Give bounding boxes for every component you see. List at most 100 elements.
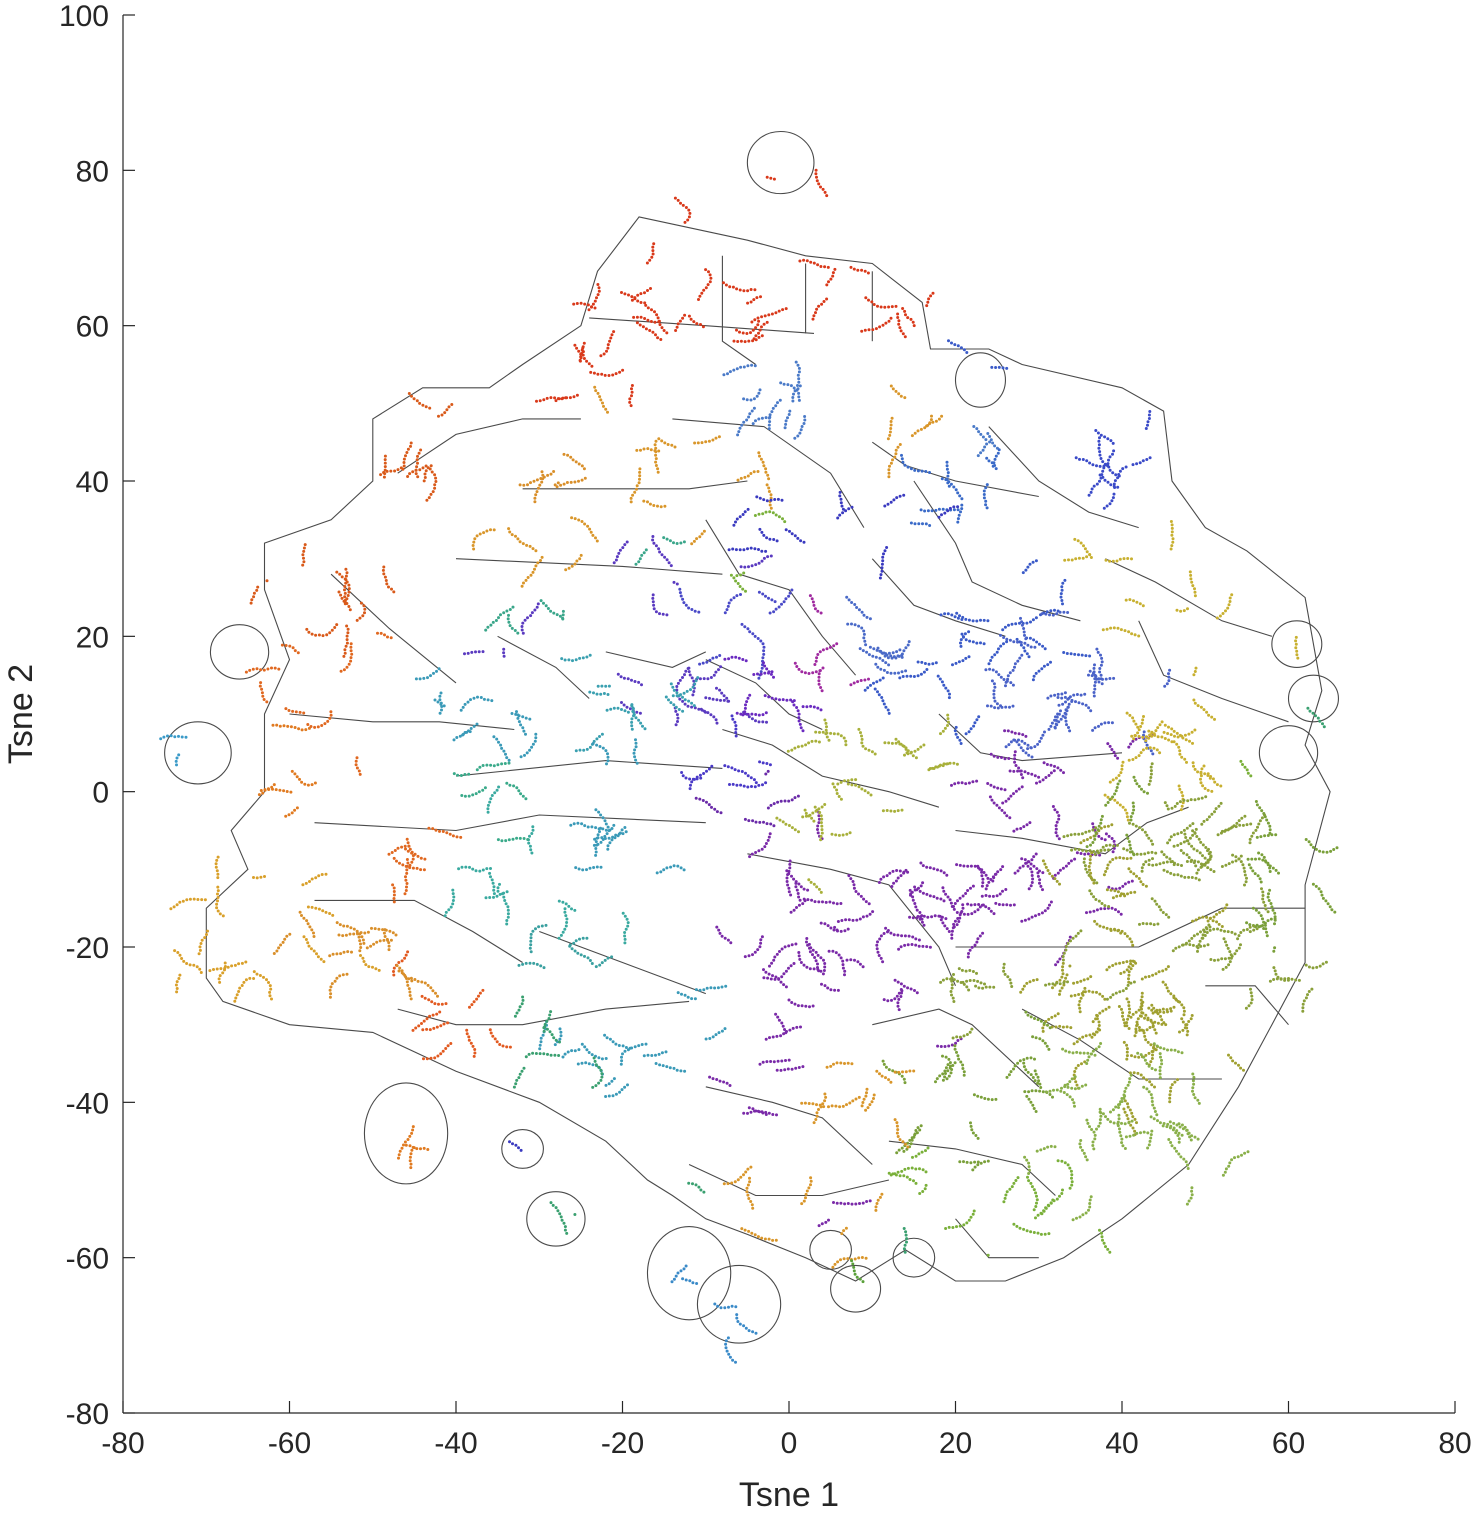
- data-point: [1220, 829, 1224, 833]
- data-point: [1145, 1078, 1149, 1082]
- data-point: [797, 716, 801, 720]
- data-point: [291, 709, 295, 713]
- data-point: [643, 301, 647, 305]
- data-point: [553, 1053, 557, 1057]
- data-point: [729, 573, 733, 577]
- data-point: [635, 321, 639, 325]
- data-point: [901, 332, 905, 336]
- data-point: [474, 792, 478, 796]
- data-point: [880, 569, 884, 573]
- data-point: [1266, 895, 1270, 899]
- data-point: [797, 370, 801, 374]
- data-point: [861, 965, 865, 969]
- data-point: [985, 483, 989, 487]
- data-point: [1154, 1031, 1158, 1035]
- data-point: [522, 729, 526, 733]
- data-point: [411, 470, 415, 474]
- data-point: [843, 969, 847, 973]
- data-point: [732, 339, 736, 343]
- data-point: [1140, 1011, 1144, 1015]
- data-point: [986, 782, 990, 785]
- data-point: [505, 781, 509, 785]
- data-point: [352, 932, 356, 936]
- data-point: [796, 745, 800, 749]
- data-point: [1111, 993, 1115, 997]
- data-point: [1193, 701, 1197, 705]
- data-point: [939, 897, 943, 901]
- data-point: [832, 732, 836, 736]
- data-point: [593, 837, 597, 841]
- data-point: [1118, 894, 1122, 898]
- data-point: [1249, 991, 1253, 995]
- data-point: [1120, 1007, 1123, 1011]
- data-point: [1125, 997, 1129, 1001]
- data-point: [891, 387, 895, 391]
- data-point: [263, 788, 267, 792]
- data-point: [633, 748, 637, 752]
- data-point: [1178, 1030, 1181, 1034]
- data-point: [275, 949, 279, 953]
- data-point: [1016, 869, 1020, 873]
- data-point: [576, 821, 580, 825]
- data-point: [542, 1026, 546, 1030]
- data-point: [1072, 693, 1076, 697]
- data-point: [581, 936, 585, 940]
- data-point: [469, 698, 472, 702]
- data-point: [1171, 537, 1175, 541]
- data-point: [396, 468, 400, 472]
- data-point: [952, 907, 956, 911]
- data-point: [1314, 884, 1318, 888]
- data-point: [865, 914, 869, 918]
- data-point: [1104, 677, 1108, 681]
- data-point: [393, 469, 397, 473]
- data-point: [795, 906, 798, 909]
- data-point: [252, 876, 255, 879]
- data-point: [916, 469, 920, 473]
- data-point: [929, 294, 933, 298]
- data-point: [657, 320, 661, 324]
- data-point: [1144, 427, 1148, 430]
- data-point: [874, 655, 878, 659]
- data-point: [1090, 674, 1094, 678]
- data-point: [489, 797, 493, 801]
- data-point: [342, 950, 346, 954]
- data-point: [1023, 641, 1027, 645]
- data-point: [997, 365, 1001, 369]
- data-point: [997, 673, 1001, 677]
- data-point: [582, 748, 586, 752]
- data-point: [1021, 749, 1025, 753]
- data-point: [216, 889, 220, 893]
- data-point: [939, 1045, 943, 1048]
- data-point: [952, 508, 956, 512]
- data-point: [832, 901, 835, 905]
- data-point: [1047, 727, 1051, 731]
- data-point: [986, 876, 990, 880]
- data-point: [1223, 906, 1227, 910]
- data-point: [611, 1094, 615, 1098]
- data-point: [1237, 857, 1241, 861]
- data-point: [517, 1146, 520, 1150]
- data-point: [498, 1043, 502, 1046]
- data-point: [1038, 780, 1042, 784]
- data-point: [1053, 873, 1057, 877]
- data-point: [1103, 997, 1107, 1001]
- data-point: [478, 765, 482, 769]
- region-island: [209, 624, 270, 680]
- data-point: [579, 352, 583, 356]
- data-point: [335, 570, 339, 574]
- data-point: [663, 555, 667, 559]
- data-point: [610, 955, 614, 959]
- data-point: [714, 1033, 718, 1037]
- data-point: [701, 799, 705, 802]
- data-point: [654, 610, 658, 614]
- data-point: [302, 549, 306, 553]
- data-point: [1192, 698, 1196, 702]
- data-point: [216, 892, 219, 896]
- data-point: [606, 825, 610, 829]
- data-point: [686, 218, 690, 222]
- data-point: [958, 738, 962, 742]
- data-point: [269, 987, 273, 991]
- data-point: [791, 396, 795, 399]
- data-point: [1055, 723, 1059, 727]
- data-point: [829, 926, 833, 930]
